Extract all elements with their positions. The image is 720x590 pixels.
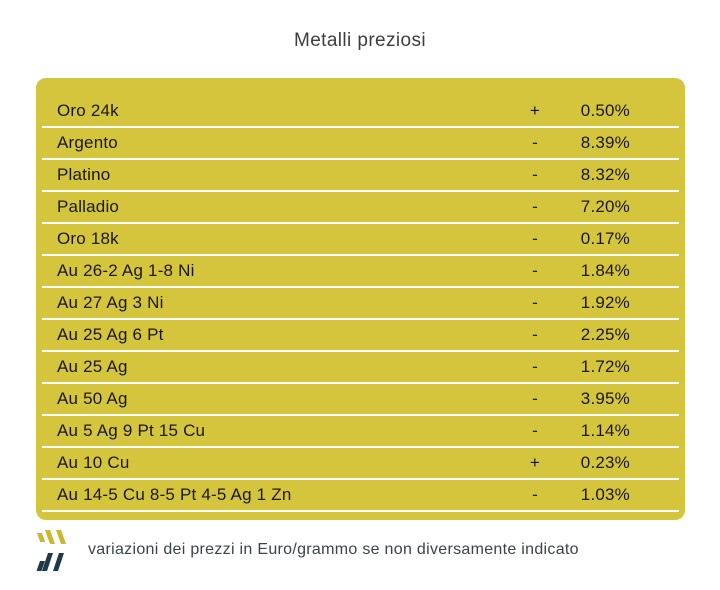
change-sign: -: [532, 197, 538, 216]
change-value: 1.03%: [580, 485, 630, 504]
double-slash-logo-icon: [36, 530, 66, 571]
change-value: 3.95%: [580, 389, 630, 408]
change-sign: -: [532, 389, 538, 408]
change-sign: -: [532, 229, 538, 248]
change-value: 0.23%: [580, 453, 630, 472]
metal-name: Au 14-5 Cu 8-5 Pt 4-5 Ag 1 Zn: [57, 485, 292, 504]
change-sign: +: [529, 453, 541, 472]
change-sign: +: [529, 101, 541, 120]
table-row: Au 5 Ag 9 Pt 15 Cu - 1.14%: [42, 416, 679, 448]
table-row: Au 50 Ag - 3.95%: [42, 384, 679, 416]
change-value: 0.50%: [580, 101, 630, 120]
change-sign: -: [532, 133, 538, 152]
metal-name: Palladio: [57, 197, 120, 216]
metals-table: Oro 24k + 0.50% Argento - 8.39% Platino …: [36, 78, 685, 520]
table-row: Au 10 Cu + 0.23%: [42, 448, 679, 480]
change-value: 7.20%: [580, 197, 630, 216]
metal-name: Au 5 Ag 9 Pt 15 Cu: [57, 421, 206, 440]
table-row: Oro 18k - 0.17%: [42, 224, 679, 256]
change-sign: -: [532, 421, 538, 440]
change-sign: -: [532, 485, 538, 504]
metal-name: Oro 18k: [57, 229, 119, 248]
metal-name: Au 50 Ag: [57, 389, 128, 408]
table-row: Palladio - 7.20%: [42, 192, 679, 224]
change-sign: -: [532, 293, 538, 312]
table-row: Au 14-5 Cu 8-5 Pt 4-5 Ag 1 Zn - 1.03%: [42, 480, 679, 512]
change-sign: -: [532, 325, 538, 344]
change-value: 8.39%: [580, 133, 630, 152]
change-value: 8.32%: [580, 165, 630, 184]
metal-name: Au 25 Ag: [57, 357, 128, 376]
table-row: Au 27 Ag 3 Ni - 1.92%: [42, 288, 679, 320]
table-row: Au 26-2 Ag 1-8 Ni - 1.84%: [42, 256, 679, 288]
metal-name: Au 25 Ag 6 Pt: [57, 325, 164, 344]
change-sign: -: [532, 261, 538, 280]
change-value: 2.25%: [580, 325, 630, 344]
metal-name: Au 10 Cu: [57, 453, 130, 472]
change-value: 1.72%: [580, 357, 630, 376]
change-value: 1.14%: [580, 421, 630, 440]
change-value: 1.92%: [580, 293, 630, 312]
change-value: 0.17%: [580, 229, 630, 248]
footer: variazioni dei prezzi in Euro/grammo se …: [36, 527, 696, 573]
change-value: 1.84%: [580, 261, 630, 280]
metal-name: Au 26-2 Ag 1-8 Ni: [57, 261, 195, 280]
metal-name: Oro 24k: [57, 101, 119, 120]
metal-name: Au 27 Ag 3 Ni: [57, 293, 164, 312]
table-row: Platino - 8.32%: [42, 160, 679, 192]
metal-name: Platino: [57, 165, 111, 184]
footer-note: variazioni dei prezzi in Euro/grammo se …: [88, 541, 579, 558]
table-row: Argento - 8.39%: [42, 128, 679, 160]
metal-name: Argento: [57, 133, 118, 152]
page-title: Metalli preziosi: [293, 30, 427, 51]
table-row: Au 25 Ag - 1.72%: [42, 352, 679, 384]
table-row: Au 25 Ag 6 Pt - 2.25%: [42, 320, 679, 352]
change-sign: -: [532, 357, 538, 376]
table-row: Oro 24k + 0.50%: [42, 96, 679, 128]
change-sign: -: [532, 165, 538, 184]
